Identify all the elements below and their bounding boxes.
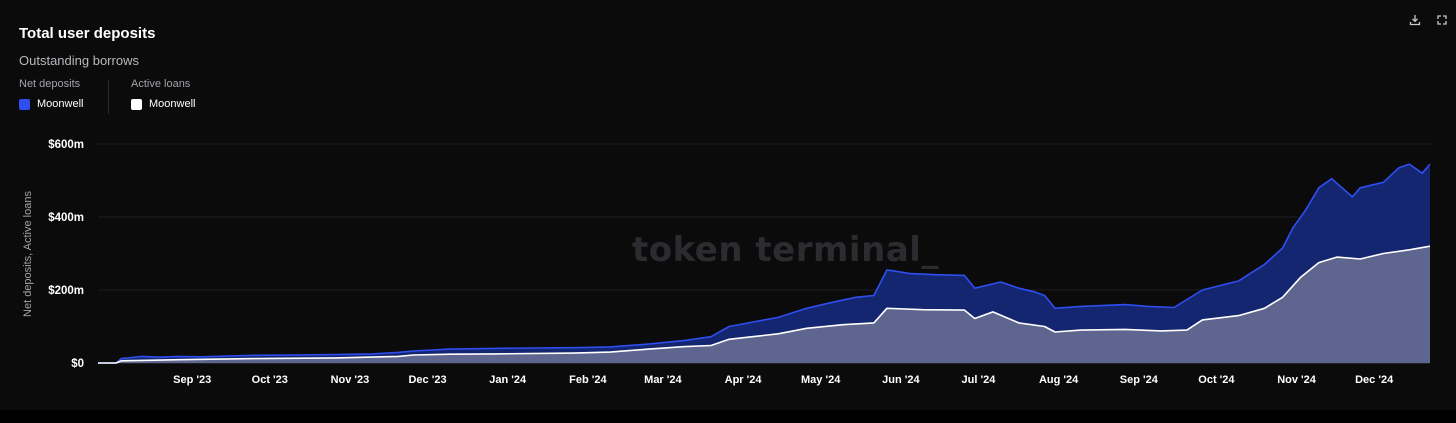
x-tick-label: Mar '24 — [644, 374, 682, 386]
x-tick-label: Dec '23 — [408, 374, 446, 386]
watermark: token terminal_ — [632, 230, 939, 270]
legend-group-title: Active loans — [131, 78, 191, 90]
legend-net-deposits[interactable]: Net deposits Moonwell — [19, 78, 83, 110]
bottom-strip — [0, 410, 1456, 423]
legend-divider — [108, 80, 109, 114]
active-loans-area — [98, 246, 1430, 363]
legend-item-label: Moonwell — [37, 98, 84, 110]
legend-swatch — [19, 98, 30, 110]
x-tick-label: Feb '24 — [569, 374, 607, 386]
x-tick-label: Dec '24 — [1355, 374, 1394, 386]
x-tick-label: Jul '24 — [962, 374, 997, 386]
x-tick-label: May '24 — [801, 374, 841, 386]
net-deposits-area — [98, 164, 1430, 363]
y-tick-label: $600m — [48, 139, 84, 151]
x-tick-label: Sep '23 — [173, 374, 211, 386]
chart-subtitle[interactable]: Outstanding borrows — [19, 53, 139, 68]
x-tick-label: Aug '24 — [1039, 374, 1079, 386]
x-tick-label: Oct '23 — [252, 374, 288, 386]
x-tick-label: Jun '24 — [882, 374, 920, 386]
chart-title: Total user deposits — [19, 25, 156, 42]
legend-swatch — [131, 98, 142, 110]
chart-area: $0 $200m $400m $600m Sep '23 Oct '23 Nov '23 De… — [48, 139, 1431, 386]
net-deposits-line — [98, 163, 1431, 364]
active-loans-line — [98, 245, 1431, 364]
x-tick-label: Nov '23 — [331, 374, 370, 386]
x-tick-label: Oct '24 — [1198, 374, 1235, 386]
y-tick-label: $0 — [71, 358, 84, 370]
y-axis-label: Net deposits, Active loans — [22, 191, 34, 317]
x-tick-label: Sep '24 — [1120, 374, 1159, 386]
y-tick-label: $400m — [48, 212, 84, 224]
x-tick-label: Jan '24 — [489, 374, 527, 386]
x-tick-label: Apr '24 — [725, 374, 763, 386]
y-tick-label: $200m — [48, 285, 84, 297]
download-icon[interactable] — [1408, 13, 1422, 27]
legend-item-moonwell-deposits[interactable]: Moonwell — [19, 98, 83, 110]
legend-item-label: Moonwell — [149, 98, 196, 110]
expand-icon[interactable] — [1435, 13, 1449, 27]
legend-item-moonwell-loans[interactable]: Moonwell — [131, 98, 195, 110]
x-tick-label: Nov '24 — [1277, 374, 1317, 386]
legend-group-title: Net deposits — [19, 78, 81, 90]
legend-active-loans[interactable]: Active loans Moonwell — [131, 78, 195, 110]
